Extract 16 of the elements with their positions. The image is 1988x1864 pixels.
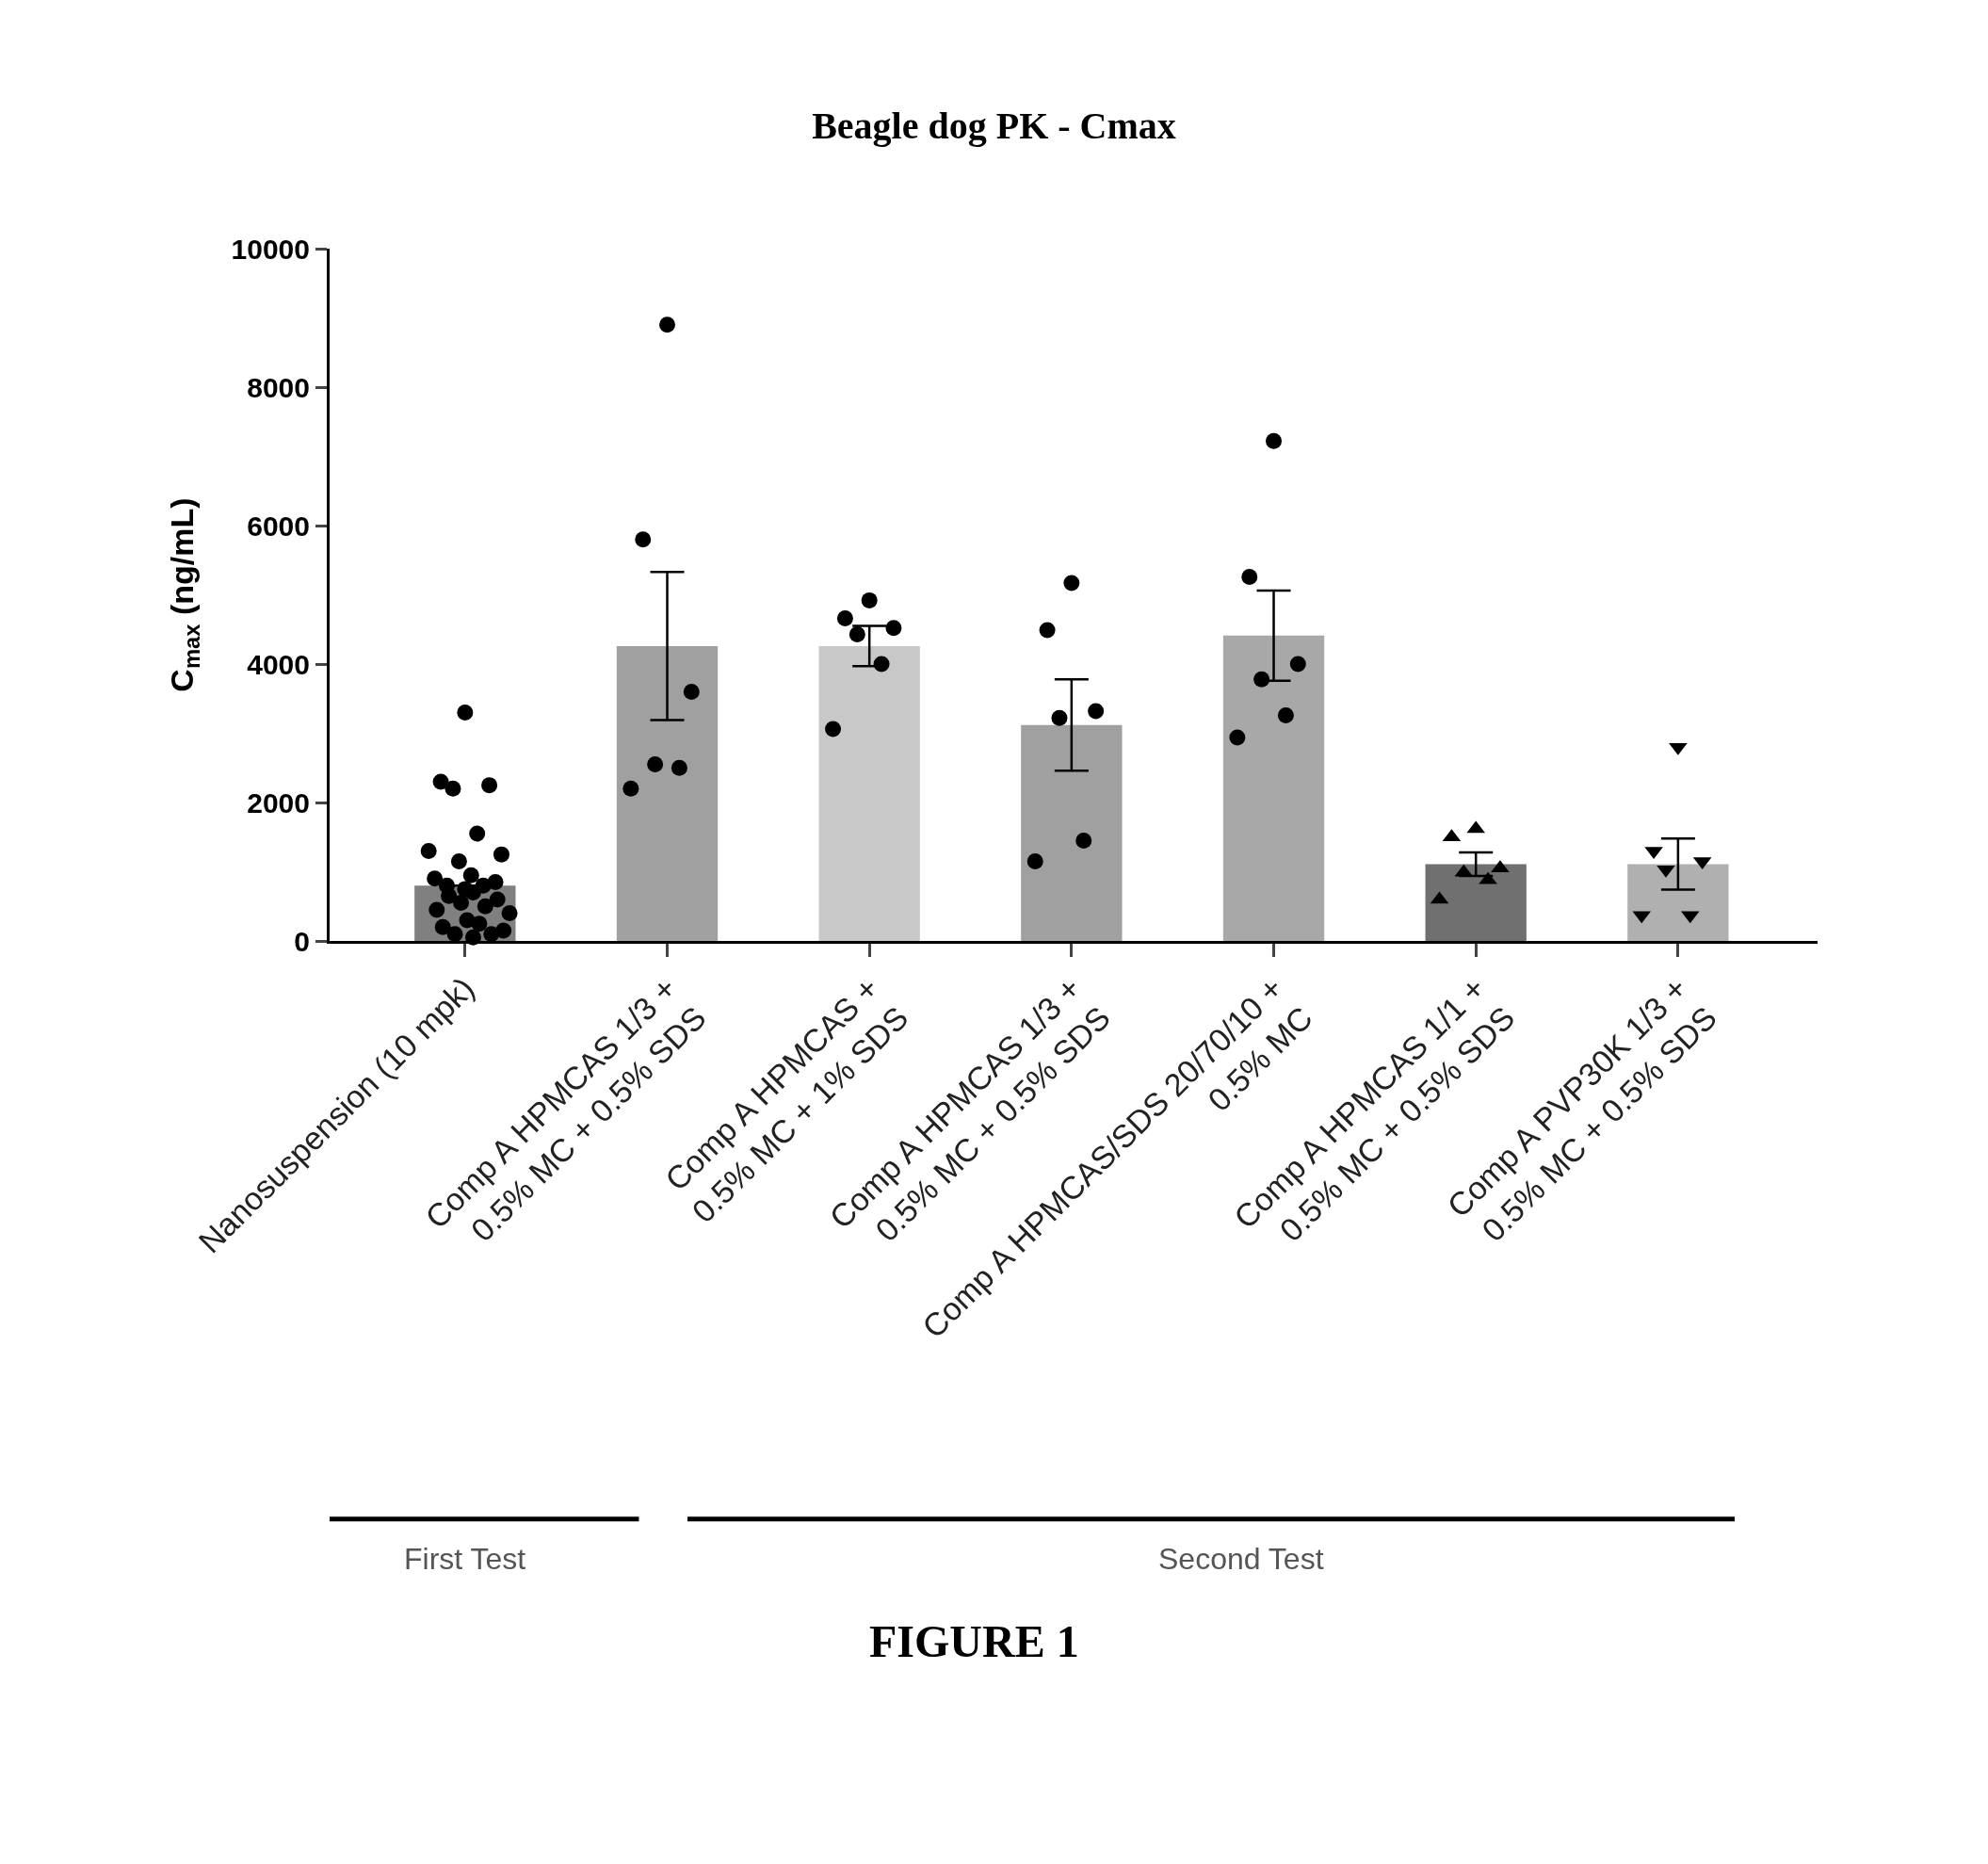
text: First Test [404,1542,526,1576]
caption: FIGURE 1 [869,1616,1079,1666]
bar [1425,864,1527,941]
y-tick-label: 2000 [247,786,310,819]
bar [616,645,719,941]
y-tick-label: 8000 [247,371,310,403]
y-tick-label: 6000 [247,510,310,542]
y-tick-label: 10000 [231,233,310,265]
bar [1222,635,1325,941]
y-tick-label: 4000 [247,648,310,680]
y-tick-label: 0 [294,925,310,957]
bar [1021,724,1123,941]
bar [1627,864,1729,941]
text: Second Test [1158,1542,1324,1576]
bar [818,645,920,941]
chart-title: Beagle dog PK - Cmax [812,104,1176,147]
